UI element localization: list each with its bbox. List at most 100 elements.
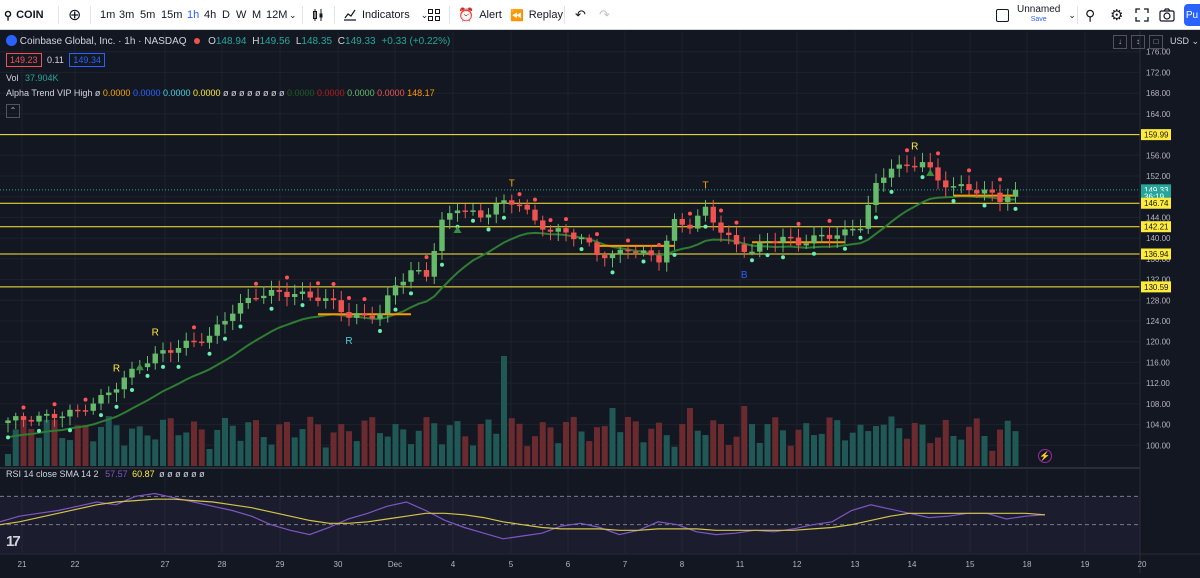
time-tick-label: 11 — [736, 560, 745, 569]
alpha-trend-value: 0.0000 — [314, 88, 345, 98]
candle-body — [168, 350, 174, 353]
signal-dot — [316, 281, 320, 286]
timeframe-1h[interactable]: 1h — [187, 9, 200, 21]
candle-body — [710, 206, 716, 223]
volume-bar — [462, 436, 469, 466]
candles-icon[interactable] — [311, 0, 325, 30]
ask-price[interactable]: 149.34 — [69, 53, 105, 67]
currency-selector[interactable]: USD ⌄ — [1170, 36, 1200, 46]
timeframe-W[interactable]: W — [236, 9, 247, 21]
candle-body — [896, 164, 902, 169]
candle-body — [927, 162, 933, 168]
layout-name-button[interactable]: Unnamed Save ⌄ — [996, 0, 1076, 30]
alert-button[interactable]: ⏰ Alert — [458, 0, 502, 30]
volume-bar — [555, 443, 562, 466]
price-label: 146.74 — [1144, 199, 1169, 208]
lightning-icon[interactable]: ⚡ — [1038, 449, 1052, 463]
price-tick-label: 132.00 — [1146, 276, 1171, 285]
volume-bar — [842, 440, 848, 466]
timeframe-4h[interactable]: 4h — [204, 9, 217, 21]
symbol-label: COIN — [16, 9, 44, 21]
time-tick-label: 22 — [71, 560, 80, 569]
volume-bar — [578, 431, 585, 466]
candle-body — [261, 295, 267, 299]
volume-bar — [849, 432, 856, 466]
signal-dot — [920, 175, 925, 180]
divider — [449, 6, 450, 24]
volume-bar — [586, 441, 593, 466]
compare-icon[interactable]: ⊕ — [68, 7, 82, 24]
volume-bar — [749, 424, 755, 466]
divider — [334, 6, 335, 24]
rewind-icon: ⏪ — [510, 9, 524, 22]
volume-bar — [5, 454, 11, 466]
timeframe-M[interactable]: M — [252, 9, 262, 21]
volume-bar — [477, 423, 484, 466]
signal-dot — [765, 253, 770, 258]
volume-bar — [36, 437, 42, 466]
candle-body — [44, 413, 50, 416]
maximize-icon[interactable]: □ — [1149, 35, 1163, 49]
candle-body — [346, 312, 352, 318]
bid-price[interactable]: 149.23 — [6, 53, 42, 67]
chevron-down-icon[interactable]: ⌄ — [289, 9, 297, 20]
timeframe-D[interactable]: D — [222, 9, 230, 21]
volume-bar — [485, 419, 492, 466]
candle-body — [330, 298, 337, 301]
quick-search-icon[interactable]: ⚲ — [1085, 6, 1096, 23]
alpha-trend-value: 148.17 — [404, 88, 435, 98]
replay-button[interactable]: ⏪ Replay — [510, 0, 563, 30]
signal-dot — [486, 227, 491, 232]
signal-dot — [812, 251, 816, 256]
signal-dot — [843, 246, 847, 251]
candle-body — [284, 291, 290, 297]
candle-body — [1012, 189, 1019, 197]
symbol-search[interactable]: ⚲ COIN — [4, 0, 44, 30]
fullscreen-icon[interactable] — [1135, 0, 1149, 30]
trend-line — [7, 195, 1016, 439]
price-tick-label: 116.00 — [1146, 358, 1170, 367]
time-tick-label: 12 — [793, 560, 802, 569]
timeframe-5m[interactable]: 5m — [140, 9, 156, 21]
volume-bar — [656, 422, 662, 466]
arrow-down-icon[interactable]: ↓ — [1113, 35, 1127, 49]
volume-bar — [671, 446, 678, 466]
volume-bar — [229, 425, 236, 466]
volume-bar — [570, 416, 577, 466]
volume-bar — [663, 435, 670, 466]
volume-bar — [834, 420, 841, 466]
undo-icon[interactable]: ↶ — [575, 7, 586, 22]
time-tick-label: 13 — [851, 560, 860, 569]
redo-icon[interactable]: ↷ — [599, 7, 610, 22]
timeframe-3m[interactable]: 3m — [119, 9, 135, 21]
layouts-icon[interactable] — [427, 0, 441, 30]
collapse-icon[interactable]: ↕ — [1131, 35, 1145, 49]
candle-body — [943, 180, 949, 188]
collapse-legend-icon[interactable]: ⌃ — [6, 104, 20, 118]
volume-bar — [648, 428, 655, 466]
signal-dot — [657, 243, 661, 248]
candle-body — [749, 251, 755, 254]
publish-button[interactable]: Pu — [1184, 4, 1200, 26]
signal-marker: T — [509, 179, 515, 190]
timeframe-12M[interactable]: 12M — [266, 9, 288, 21]
price-tick-label: 120.00 — [1146, 338, 1171, 347]
price-tick-label: 168.00 — [1146, 89, 1171, 98]
candle-body — [307, 291, 313, 298]
volume-bar — [175, 435, 182, 466]
candle-body — [222, 320, 228, 325]
time-tick-label: 27 — [161, 560, 170, 569]
gear-icon[interactable]: ⚙ — [1110, 7, 1124, 24]
timeframe-1m[interactable]: 1m — [100, 9, 116, 21]
signal-dot — [579, 247, 584, 252]
indicators-button[interactable]: Indicators ⌄ — [343, 0, 428, 30]
signal-dot — [533, 197, 537, 202]
time-tick-label: 29 — [276, 560, 285, 569]
timeframe-15m[interactable]: 15m — [161, 9, 183, 21]
tradingview-logo[interactable]: 17 — [6, 533, 21, 550]
volume-bar — [384, 436, 391, 466]
candle-body — [338, 300, 344, 313]
camera-icon[interactable] — [1159, 0, 1175, 30]
